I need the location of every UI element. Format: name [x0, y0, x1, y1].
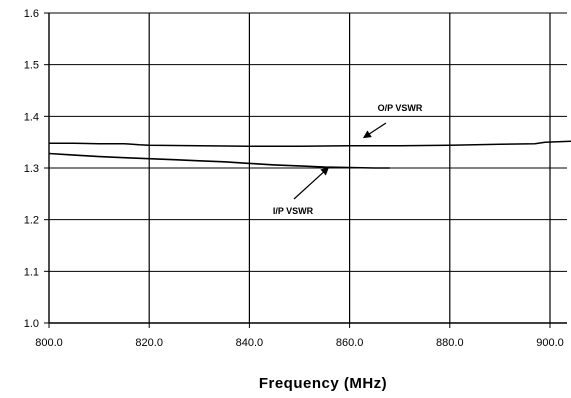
x-tick-label: 820.0 — [135, 337, 163, 349]
x-tick-labels: 800.0 820.0 840.0 860.0 880.0 900.0 — [35, 337, 564, 349]
x-tick-label: 900.0 — [536, 337, 564, 349]
annotations: O/P VSWR I/P VSWR — [273, 103, 423, 216]
y-tick-label: 1.3 — [24, 163, 39, 175]
op-vswr-label: O/P VSWR — [378, 103, 423, 113]
y-tick-label: 1.1 — [24, 266, 39, 278]
y-tick-label: 1.6 — [24, 8, 39, 20]
x-tick-label: 880.0 — [436, 337, 464, 349]
ip-vswr-arrow — [293, 167, 330, 200]
y-tick-label: 1.2 — [24, 215, 39, 227]
y-tick-label: 1.5 — [24, 60, 39, 72]
y-tick-labels: 1.0 1.1 1.2 1.3 1.4 1.5 1.6 — [24, 8, 39, 330]
y-tick-label: 1.4 — [24, 111, 39, 123]
x-tick-label: 860.0 — [336, 337, 364, 349]
plot-grid — [44, 12, 567, 328]
ip-vswr-label: I/P VSWR — [273, 206, 314, 216]
y-tick-label: 1.0 — [24, 318, 39, 330]
x-tick-label: 840.0 — [236, 337, 264, 349]
op-vswr-arrow — [362, 122, 387, 139]
series-line-ip-vswr — [48, 152, 390, 169]
series-lines — [48, 140, 571, 169]
series-line-op-vswr — [49, 140, 571, 148]
x-axis-title: Frequency (MHz) — [259, 375, 387, 392]
x-tick-label: 800.0 — [35, 337, 63, 349]
